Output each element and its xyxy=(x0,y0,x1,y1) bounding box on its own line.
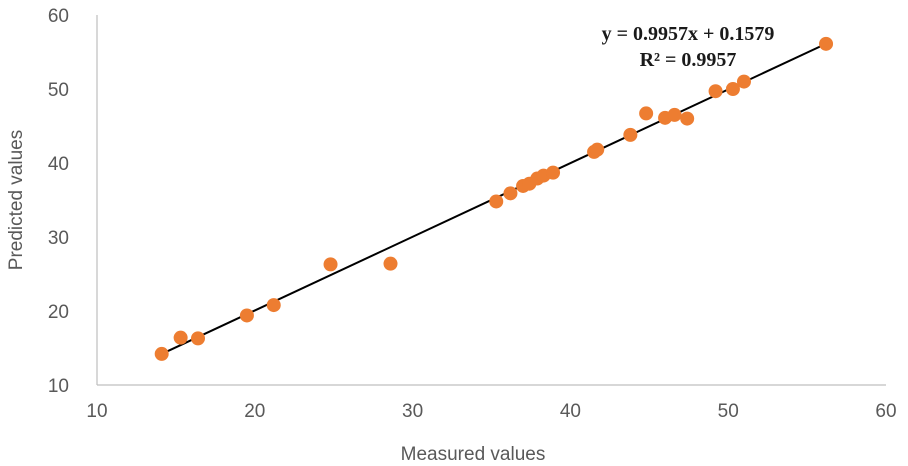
y-tick-label: 40 xyxy=(48,154,69,175)
y-tick-label: 10 xyxy=(48,376,69,397)
data-point xyxy=(190,331,205,346)
x-tick-label: 40 xyxy=(560,401,581,422)
x-axis-title: Measured values xyxy=(401,444,546,465)
data-point xyxy=(725,82,740,96)
x-tick-label: 30 xyxy=(402,401,423,422)
x-tick-label: 50 xyxy=(718,401,739,422)
x-tick-label: 60 xyxy=(875,401,896,422)
trendline-equation: y = 0.9957x + 0.1579 xyxy=(602,23,775,45)
data-point xyxy=(266,298,281,313)
data-point xyxy=(708,84,723,99)
y-tick-label: 60 xyxy=(48,6,69,27)
data-point xyxy=(383,256,398,271)
x-tick-labels: 10 20 30 40 50 60 xyxy=(86,401,896,422)
x-tick-label: 20 xyxy=(244,401,265,422)
data-point xyxy=(590,142,605,157)
y-tick-labels: 10 20 30 40 50 60 xyxy=(48,6,69,397)
y-tick-label: 50 xyxy=(48,80,69,101)
data-point xyxy=(680,111,695,126)
data-point xyxy=(239,308,254,323)
data-point xyxy=(323,257,338,272)
data-point xyxy=(667,107,682,122)
data-point xyxy=(639,106,654,121)
data-point xyxy=(489,194,504,209)
data-point xyxy=(503,186,518,201)
data-points xyxy=(154,36,834,361)
data-point xyxy=(546,165,561,180)
data-point xyxy=(173,330,188,345)
y-axis-title: Predicted values xyxy=(6,130,27,270)
r-squared-label: R² = 0.9957 xyxy=(640,49,737,71)
data-point xyxy=(736,74,751,89)
axes xyxy=(96,15,886,386)
x-tick-label: 10 xyxy=(86,401,107,422)
y-tick-label: 20 xyxy=(48,302,69,323)
data-point xyxy=(623,127,638,142)
data-point xyxy=(819,36,834,51)
y-tick-label: 30 xyxy=(48,228,69,249)
data-point xyxy=(154,346,169,361)
